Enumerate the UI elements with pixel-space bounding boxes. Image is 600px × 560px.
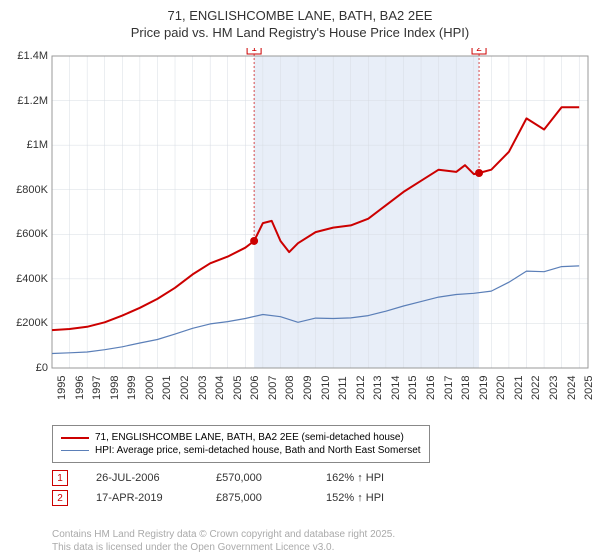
- x-tick-label: 2006: [249, 376, 261, 400]
- x-tick-label: 2013: [372, 376, 384, 400]
- y-tick-label: £1.2M: [4, 95, 48, 107]
- marker-pct: 162% ↑ HPI: [326, 472, 436, 484]
- x-tick-label: 2022: [530, 376, 542, 400]
- y-tick-label: £1.4M: [4, 50, 48, 62]
- x-tick-label: 2021: [513, 376, 525, 400]
- x-tick-label: 2001: [161, 376, 173, 400]
- title-line1: 71, ENGLISHCOMBE LANE, BATH, BA2 2EE: [0, 8, 600, 25]
- marker-price: £875,000: [216, 492, 326, 504]
- x-tick-label: 2002: [179, 376, 191, 400]
- marker-number: 2: [57, 493, 63, 504]
- x-tick-label: 1998: [109, 376, 121, 400]
- marker-table: 1 26-JUL-2006 £570,000 162% ↑ HPI 2 17-A…: [52, 468, 436, 508]
- x-tick-label: 2018: [460, 376, 472, 400]
- legend-swatch-pricepaid: [61, 437, 89, 439]
- x-tick-label: 2007: [267, 376, 279, 400]
- marker-row: 1 26-JUL-2006 £570,000 162% ↑ HPI: [52, 468, 436, 488]
- x-tick-label: 2023: [548, 376, 560, 400]
- x-tick-label: 2008: [284, 376, 296, 400]
- svg-text:1: 1: [251, 48, 257, 54]
- x-tick-label: 2011: [337, 376, 349, 400]
- marker-row: 2 17-APR-2019 £875,000 152% ↑ HPI: [52, 488, 436, 508]
- svg-text:2: 2: [476, 48, 482, 54]
- y-tick-label: £200K: [4, 317, 48, 329]
- legend-label-pricepaid: 71, ENGLISHCOMBE LANE, BATH, BA2 2EE (se…: [95, 432, 404, 443]
- x-tick-label: 1999: [126, 376, 138, 400]
- chart-area: 12 £0£200K£400K£600K£800K£1M£1.2M£1.4M 1…: [0, 48, 600, 418]
- copyright-block: Contains HM Land Registry data © Crown c…: [52, 528, 395, 554]
- x-tick-label: 2014: [390, 376, 402, 400]
- x-tick-label: 2015: [407, 376, 419, 400]
- legend-label-hpi: HPI: Average price, semi-detached house,…: [95, 445, 421, 456]
- x-tick-label: 2004: [214, 376, 226, 400]
- x-tick-label: 1996: [74, 376, 86, 400]
- x-tick-label: 2024: [566, 376, 578, 400]
- y-tick-label: £1M: [4, 139, 48, 151]
- legend-swatch-hpi: [61, 450, 89, 451]
- x-tick-label: 1995: [56, 376, 68, 400]
- copyright-line2: This data is licensed under the Open Gov…: [52, 541, 395, 554]
- copyright-line1: Contains HM Land Registry data © Crown c…: [52, 528, 395, 541]
- x-tick-label: 2016: [425, 376, 437, 400]
- marker-pct: 152% ↑ HPI: [326, 492, 436, 504]
- x-tick-label: 2019: [478, 376, 490, 400]
- chart-title-block: 71, ENGLISHCOMBE LANE, BATH, BA2 2EE Pri…: [0, 0, 600, 42]
- x-tick-label: 2009: [302, 376, 314, 400]
- y-tick-label: £600K: [4, 228, 48, 240]
- title-line2: Price paid vs. HM Land Registry's House …: [0, 25, 600, 42]
- x-tick-label: 2000: [144, 376, 156, 400]
- x-tick-label: 2010: [320, 376, 332, 400]
- y-tick-label: £0: [4, 362, 48, 374]
- x-tick-label: 2012: [355, 376, 367, 400]
- marker-date: 17-APR-2019: [96, 492, 216, 504]
- x-tick-label: 2003: [197, 376, 209, 400]
- y-tick-label: £400K: [4, 273, 48, 285]
- legend: 71, ENGLISHCOMBE LANE, BATH, BA2 2EE (se…: [52, 425, 430, 463]
- marker-number-box: 2: [52, 490, 68, 506]
- x-tick-label: 2025: [583, 376, 595, 400]
- marker-date: 26-JUL-2006: [96, 472, 216, 484]
- marker-price: £570,000: [216, 472, 326, 484]
- chart-svg: 12: [0, 48, 600, 418]
- y-tick-label: £800K: [4, 184, 48, 196]
- legend-row: HPI: Average price, semi-detached house,…: [61, 445, 421, 456]
- legend-row: 71, ENGLISHCOMBE LANE, BATH, BA2 2EE (se…: [61, 432, 421, 443]
- x-tick-label: 2017: [443, 376, 455, 400]
- marker-number-box: 1: [52, 470, 68, 486]
- x-tick-label: 1997: [91, 376, 103, 400]
- x-tick-label: 2020: [495, 376, 507, 400]
- x-tick-label: 2005: [232, 376, 244, 400]
- marker-number: 1: [57, 473, 63, 484]
